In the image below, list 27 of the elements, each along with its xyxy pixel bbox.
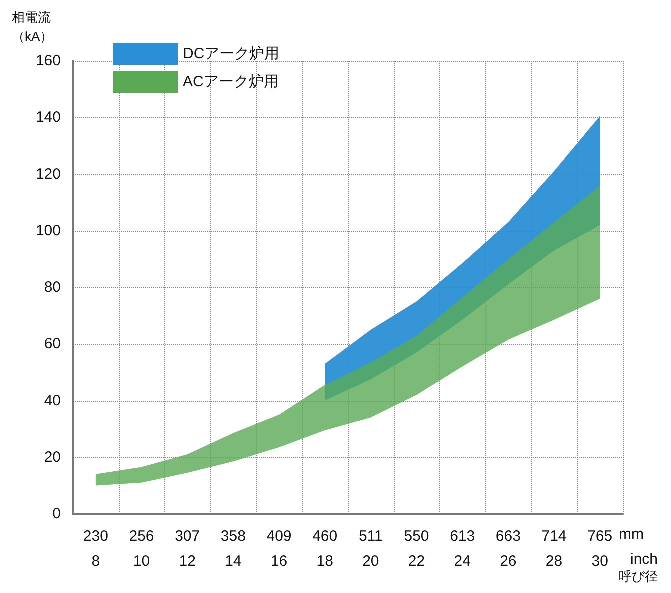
- x-tick-label: 307 12: [175, 528, 200, 570]
- x-tick-label: 765 30: [588, 528, 613, 570]
- text: inch: [630, 551, 658, 568]
- y-tick-label: 0: [52, 506, 61, 522]
- x-axis-title: 呼び径: [619, 569, 658, 584]
- y-tick-label: 120: [36, 166, 61, 183]
- x-tick-label: 714 28: [542, 528, 567, 570]
- x-tick-label: 663 26: [496, 528, 521, 570]
- x-tick-label: 613 24: [450, 528, 476, 570]
- x-tick-label: 409 16: [266, 528, 292, 570]
- legend-label: ACアーク炉用: [183, 74, 279, 90]
- x-tick-label: 256 10: [129, 528, 154, 570]
- text: mm: [619, 526, 644, 543]
- x-tick-label: 550 22: [404, 528, 430, 570]
- y-tick-label: 40: [44, 392, 61, 410]
- legend-label: DCアーク炉用: [183, 46, 280, 62]
- x-tick-label: 460 18: [312, 528, 338, 570]
- y-tick-label: 160: [36, 52, 61, 70]
- y-tick-label: 140: [36, 109, 61, 126]
- y-tick-label: 80: [44, 279, 61, 296]
- x-tick-label: 358 14: [220, 528, 246, 570]
- y-tick-label: 100: [36, 222, 61, 240]
- x-tick-label: 230 8: [83, 528, 108, 570]
- y-tick-label: 60: [44, 336, 61, 353]
- x-tick-label: 511 20: [358, 528, 383, 570]
- y-tick-label: 20: [44, 448, 61, 466]
- y-axis-title: 相電流（kA）: [12, 10, 54, 44]
